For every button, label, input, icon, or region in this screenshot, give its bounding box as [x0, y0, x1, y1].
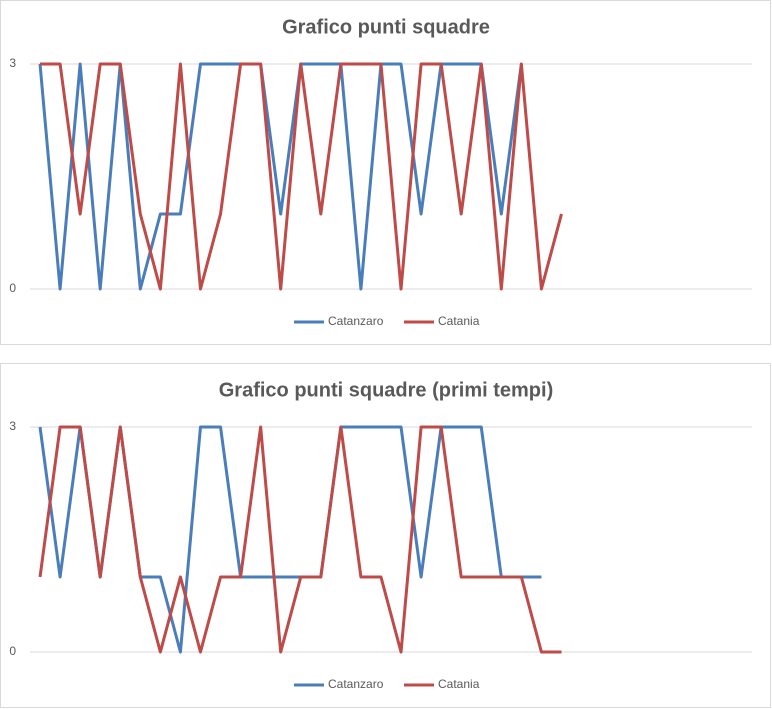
chart-frame: [0, 363, 771, 708]
legend-label: Catania: [438, 314, 480, 328]
chart-frame: [0, 0, 771, 345]
legend-label: Catanzaro: [328, 314, 384, 328]
y-tick-label: 3: [9, 56, 16, 70]
chart-title: Grafico punti squadre (primi tempi): [219, 379, 553, 401]
y-tick-label: 0: [9, 644, 16, 658]
legend-label: Catanzaro: [328, 677, 384, 691]
chart-title: Grafico punti squadre: [282, 16, 490, 38]
data-line: [38, 425, 562, 654]
legend-label: Catania: [438, 677, 480, 691]
y-tick-label: 3: [9, 419, 16, 433]
y-tick-label: 0: [9, 281, 16, 295]
data-line: [40, 62, 563, 291]
